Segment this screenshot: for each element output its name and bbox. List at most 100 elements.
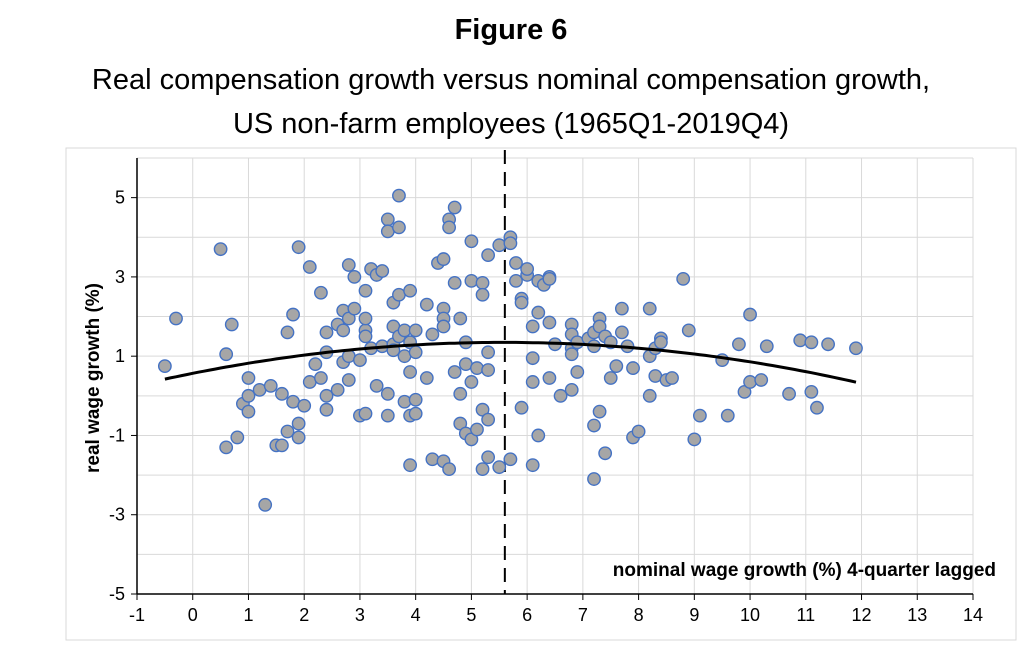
scatter-point xyxy=(464,234,479,249)
gridlines xyxy=(137,157,974,594)
scatter-point xyxy=(525,458,540,473)
scatter-point xyxy=(804,335,819,350)
scatter-point xyxy=(157,359,172,373)
scatter-point xyxy=(681,323,696,338)
scatter-point xyxy=(425,452,440,467)
scatter-point xyxy=(224,317,239,332)
scatter-point xyxy=(631,424,646,439)
scatter-point xyxy=(503,452,518,467)
scatter-point xyxy=(642,388,657,403)
scatter-point xyxy=(570,365,585,379)
scatter-point xyxy=(275,386,289,401)
scatter-point xyxy=(759,339,774,354)
x-tick-label: 10 xyxy=(740,605,760,625)
x-tick-label: 0 xyxy=(188,605,198,625)
scatter-point xyxy=(525,375,540,389)
scatter-point xyxy=(358,406,373,421)
scatter-point xyxy=(403,458,417,473)
scatter-point xyxy=(319,325,334,340)
scatter-point xyxy=(219,440,234,455)
scatter-point xyxy=(743,375,757,389)
scatter-point xyxy=(442,220,457,235)
scatter-point xyxy=(169,311,183,326)
scatter-point xyxy=(821,337,835,352)
scatter-point xyxy=(564,347,579,362)
scatter-point xyxy=(392,188,406,203)
scatter-point xyxy=(525,319,540,334)
scatter-point xyxy=(308,357,323,372)
scatter-point xyxy=(475,275,490,290)
scatter-point xyxy=(291,430,306,445)
scatter-point xyxy=(263,379,278,393)
scatter-point xyxy=(358,329,373,344)
scatter-point xyxy=(358,283,373,298)
y-tick-label: -3 xyxy=(109,505,125,525)
scatter-point xyxy=(531,428,546,443)
y-tick-label: -5 xyxy=(109,584,125,604)
scatter-point xyxy=(743,307,757,322)
scatter-point xyxy=(509,256,523,270)
scatter-point xyxy=(347,301,362,316)
scatter-point xyxy=(408,392,423,407)
scatter-point xyxy=(397,394,412,409)
scatter-point xyxy=(626,361,640,375)
y-tick-label: 1 xyxy=(115,346,125,366)
scatter-point xyxy=(542,371,557,385)
scatter-point xyxy=(603,371,618,385)
scatter-point xyxy=(804,384,819,399)
scatter-point xyxy=(470,422,484,437)
scatter-point xyxy=(347,270,362,284)
scatter-point xyxy=(219,347,234,362)
axes xyxy=(131,158,974,600)
scatter-point xyxy=(241,388,256,403)
scatter-point xyxy=(380,408,395,423)
y-axis-title: real wage growth (%) xyxy=(83,283,104,473)
chart-area-border xyxy=(65,147,1017,641)
scatter-point xyxy=(514,295,529,310)
scatter-point xyxy=(653,335,668,350)
x-tick-label: 13 xyxy=(907,605,927,625)
scatter-point xyxy=(280,325,295,340)
scatter-point xyxy=(447,200,462,215)
x-tick-label: 6 xyxy=(522,605,532,625)
scatter-point xyxy=(341,373,356,387)
scatter-point xyxy=(810,400,824,415)
scatter-point xyxy=(230,430,245,445)
scatter-point xyxy=(587,418,601,433)
y-tick-label: 5 xyxy=(115,188,125,208)
x-tick-label: 2 xyxy=(299,605,309,625)
scatter-point xyxy=(520,262,535,276)
scatter-point xyxy=(258,497,273,512)
scatter-point xyxy=(442,462,457,477)
scatter-point xyxy=(336,323,351,338)
scatter-point xyxy=(514,400,529,415)
scatter-point xyxy=(609,359,624,373)
y-tick-label: -1 xyxy=(109,425,125,445)
scatter-point xyxy=(693,408,707,423)
scatter-point xyxy=(419,297,434,312)
chart-title-line1: Real compensation growth versus nominal … xyxy=(91,64,931,96)
scatter-point xyxy=(403,283,417,298)
scatter-point xyxy=(481,363,496,377)
y-tick-label: 3 xyxy=(115,267,125,287)
scatter-point xyxy=(241,404,256,419)
scatter-point xyxy=(587,472,601,486)
scatter-point xyxy=(330,382,345,397)
scatter-point xyxy=(464,375,479,389)
scatter-point xyxy=(314,285,328,300)
scatter-point xyxy=(447,365,462,379)
scatter-point xyxy=(754,373,769,387)
scatter-point xyxy=(665,371,679,385)
x-tick-label: -1 xyxy=(129,605,145,625)
chart-title: Real compensation growth versus nominal … xyxy=(0,58,1022,146)
scatter-point xyxy=(436,319,451,334)
scatter-point xyxy=(380,386,395,401)
scatter-point xyxy=(453,386,468,401)
scatter-point xyxy=(531,305,546,320)
scatter-point xyxy=(614,301,629,316)
x-tick-label: 9 xyxy=(689,605,699,625)
x-axis-title: nominal wage growth (%) 4-quarter lagged xyxy=(613,560,996,581)
x-tick-label: 3 xyxy=(355,605,365,625)
scatter-point xyxy=(592,404,607,419)
